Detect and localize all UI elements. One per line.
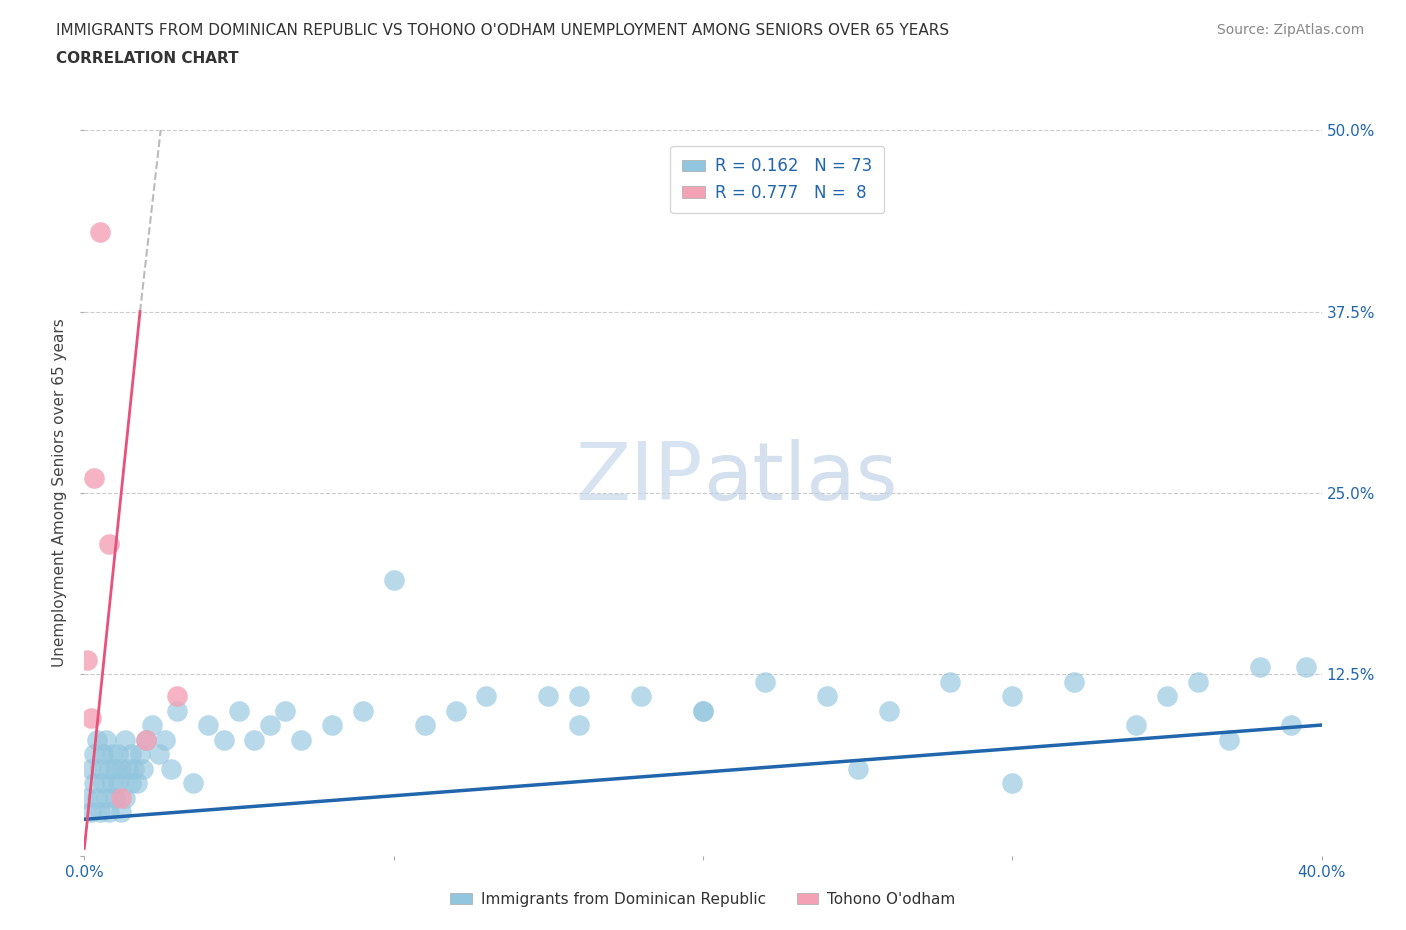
Point — [1001, 776, 1024, 790]
Point — [197, 718, 219, 733]
Text: CORRELATION CHART: CORRELATION CHART — [56, 51, 239, 66]
Point — [94, 732, 117, 747]
Point — [86, 732, 108, 747]
Point — [243, 732, 266, 747]
Point — [1218, 732, 1240, 747]
Point — [129, 747, 152, 762]
Point — [104, 790, 127, 805]
Legend: Immigrants from Dominican Republic, Tohono O'odham: Immigrants from Dominican Republic, Toho… — [444, 886, 962, 913]
Point — [754, 674, 776, 689]
Point — [166, 688, 188, 703]
Point — [1249, 659, 1271, 674]
Point — [568, 718, 591, 733]
Point — [160, 761, 183, 776]
Point — [98, 804, 121, 819]
Text: atlas: atlas — [703, 439, 897, 517]
Point — [76, 790, 98, 805]
Point — [537, 688, 560, 703]
Point — [79, 711, 101, 725]
Point — [110, 790, 132, 805]
Point — [83, 776, 105, 790]
Point — [83, 471, 105, 485]
Point — [212, 732, 235, 747]
Point — [290, 732, 312, 747]
Point — [1156, 688, 1178, 703]
Point — [107, 776, 129, 790]
Point — [120, 776, 142, 790]
Point — [135, 732, 157, 747]
Point — [89, 804, 111, 819]
Point — [1125, 718, 1147, 733]
Point — [1063, 674, 1085, 689]
Point — [274, 703, 297, 718]
Point — [815, 688, 838, 703]
Point — [382, 573, 405, 588]
Point — [101, 747, 124, 762]
Point — [117, 761, 139, 776]
Point — [877, 703, 900, 718]
Point — [83, 747, 105, 762]
Point — [1187, 674, 1209, 689]
Point — [413, 718, 436, 733]
Point — [94, 790, 117, 805]
Point — [141, 718, 163, 733]
Point — [114, 790, 136, 805]
Point — [352, 703, 374, 718]
Text: IMMIGRANTS FROM DOMINICAN REPUBLIC VS TOHONO O'ODHAM UNEMPLOYMENT AMONG SENIORS : IMMIGRANTS FROM DOMINICAN REPUBLIC VS TO… — [56, 23, 949, 38]
Y-axis label: Unemployment Among Seniors over 65 years: Unemployment Among Seniors over 65 years — [52, 319, 67, 668]
Point — [114, 732, 136, 747]
Point — [76, 652, 98, 667]
Point — [444, 703, 467, 718]
Point — [181, 776, 204, 790]
Point — [568, 688, 591, 703]
Point — [1295, 659, 1317, 674]
Point — [120, 747, 142, 762]
Point — [135, 732, 157, 747]
Point — [89, 761, 111, 776]
Point — [110, 761, 132, 776]
Point — [125, 776, 148, 790]
Point — [259, 718, 281, 733]
Point — [321, 718, 343, 733]
Point — [89, 224, 111, 239]
Point — [110, 804, 132, 819]
Point — [1001, 688, 1024, 703]
Point — [939, 674, 962, 689]
Point — [122, 761, 145, 776]
Text: Source: ZipAtlas.com: Source: ZipAtlas.com — [1216, 23, 1364, 37]
Point — [692, 703, 714, 718]
Point — [107, 747, 129, 762]
Point — [98, 537, 121, 551]
Point — [630, 688, 652, 703]
Point — [166, 703, 188, 718]
Point — [153, 732, 176, 747]
Point — [692, 703, 714, 718]
Point — [475, 688, 498, 703]
Point — [98, 761, 121, 776]
Point — [91, 776, 114, 790]
Point — [86, 790, 108, 805]
Point — [132, 761, 155, 776]
Point — [1279, 718, 1302, 733]
Point — [79, 804, 101, 819]
Point — [101, 776, 124, 790]
Point — [91, 747, 114, 762]
Point — [228, 703, 250, 718]
Text: ZIP: ZIP — [575, 439, 703, 517]
Point — [846, 761, 869, 776]
Point — [104, 761, 127, 776]
Point — [79, 761, 101, 776]
Point — [148, 747, 170, 762]
